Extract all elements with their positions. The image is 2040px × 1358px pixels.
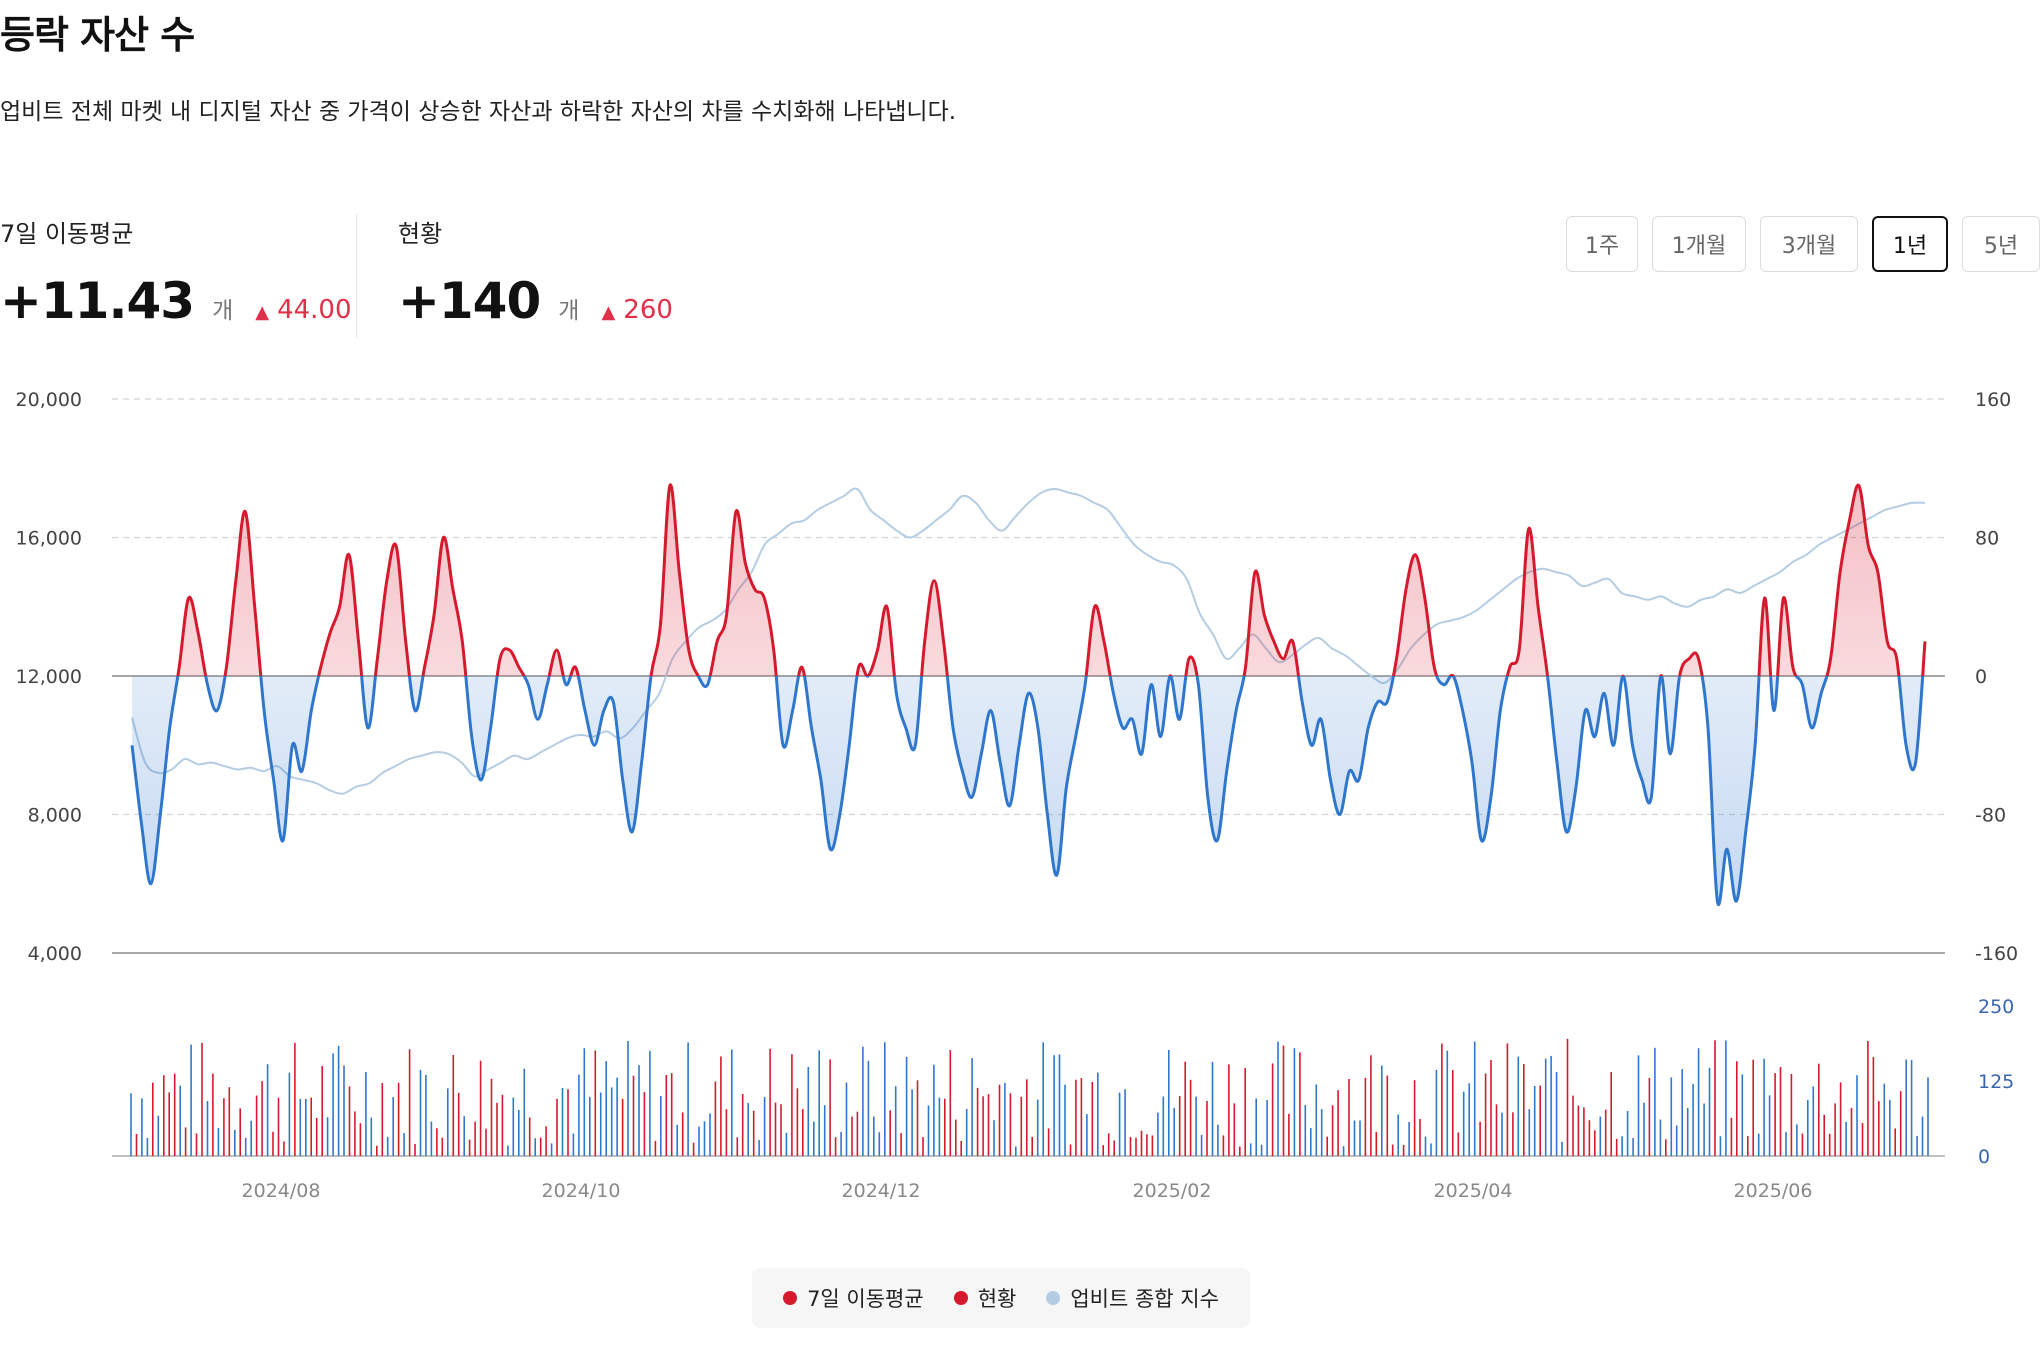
legend-dot-icon bbox=[783, 1291, 798, 1305]
legend-item-ma7[interactable]: 7일 이동평균 bbox=[783, 1283, 924, 1313]
left-axis-tick: 12,000 bbox=[16, 666, 82, 688]
range-selector: 1주 1개월 3개월 1년 5년 bbox=[1566, 216, 2040, 272]
legend-item-current[interactable]: 현황 bbox=[953, 1283, 1017, 1313]
volume-bars bbox=[112, 1038, 1945, 1157]
range-button-1w[interactable]: 1주 bbox=[1566, 216, 1638, 272]
x-axis-tick: 2024/10 bbox=[542, 1180, 621, 1202]
left-axis-tick: 20,000 bbox=[16, 389, 82, 411]
stat-ma7-value: +11.43 bbox=[0, 272, 195, 330]
stat-ma7-label: 7일 이동평균 bbox=[0, 220, 134, 248]
x-axis-tick: 2025/04 bbox=[1434, 1180, 1513, 1202]
right-axis-tick: 80 bbox=[1975, 528, 1999, 550]
stat-ma7-unit: 개 bbox=[212, 298, 234, 324]
stat-current-unit: 개 bbox=[558, 298, 580, 324]
range-button-1m[interactable]: 1개월 bbox=[1652, 216, 1746, 272]
legend-item-index[interactable]: 업비트 종합 지수 bbox=[1046, 1283, 1219, 1313]
left-axis-tick: 16,000 bbox=[16, 528, 82, 550]
stat-ma7-row: +11.43 개 ▲ 44.00 bbox=[0, 272, 352, 330]
left-axis-tick: 8,000 bbox=[28, 805, 82, 827]
stat-current: 현황 +140 개 ▲ 260 bbox=[398, 214, 673, 330]
chart-legend: 7일 이동평균 현황 업비트 종합 지수 bbox=[752, 1268, 1250, 1328]
right-axis-tick: 0 bbox=[1975, 666, 1987, 688]
stat-current-change-value: 260 bbox=[623, 295, 673, 325]
legend-label-ma7: 7일 이동평균 bbox=[807, 1287, 924, 1311]
range-button-3m[interactable]: 3개월 bbox=[1760, 216, 1858, 272]
volume-axis-tick: 250 bbox=[1978, 996, 2014, 1018]
ma7-series bbox=[130, 483, 1927, 907]
stat-ma7-change: ▲ 44.00 bbox=[255, 295, 351, 325]
axis-labels: 20,000 160 16,000 80 12,000 0 8,000 -80 4,000 -16… bbox=[16, 389, 2019, 1202]
stat-current-value: +140 bbox=[398, 272, 541, 330]
right-axis-tick: -160 bbox=[1975, 943, 2018, 965]
legend-dot-icon bbox=[1046, 1291, 1061, 1305]
range-button-1y[interactable]: 1년 bbox=[1872, 216, 1948, 272]
index-line bbox=[131, 487, 1926, 795]
page-title: 등락 자산 수 bbox=[0, 13, 195, 57]
stat-current-label: 현황 bbox=[398, 220, 443, 248]
volume-axis-tick: 0 bbox=[1978, 1146, 1990, 1168]
up-triangle-icon: ▲ bbox=[255, 302, 270, 323]
range-button-5y[interactable]: 5년 bbox=[1962, 216, 2040, 272]
x-axis-tick: 2024/12 bbox=[842, 1180, 921, 1202]
advance-decline-chart: 20,000 160 16,000 80 12,000 0 8,000 -80 4,000 -16… bbox=[16, 389, 2019, 1202]
stat-current-change: ▲ 260 bbox=[601, 295, 672, 325]
legend-label-current: 현황 bbox=[977, 1287, 1017, 1311]
x-axis-tick: 2025/02 bbox=[1133, 1180, 1212, 1202]
x-axis-tick: 2025/06 bbox=[1734, 1180, 1813, 1202]
stat-ma7-change-value: 44.00 bbox=[277, 295, 352, 325]
right-axis-tick: -80 bbox=[1975, 805, 2006, 827]
x-axis-tick: 2024/08 bbox=[242, 1180, 321, 1202]
up-triangle-icon: ▲ bbox=[601, 302, 616, 323]
ma7-area-down bbox=[132, 676, 1925, 905]
legend-dot-icon bbox=[953, 1291, 968, 1305]
right-axis-tick: 160 bbox=[1975, 389, 2011, 411]
stat-ma7: 7일 이동평균 +11.43 개 ▲ 44.00 bbox=[0, 214, 352, 330]
index-series bbox=[131, 487, 1926, 795]
volume-axis-tick: 125 bbox=[1978, 1071, 2014, 1093]
legend-label-index: 업비트 종합 지수 bbox=[1070, 1287, 1219, 1311]
stat-divider bbox=[356, 214, 357, 338]
page-description: 업비트 전체 마켓 내 디지털 자산 중 가격이 상승한 자산과 하락한 자산의… bbox=[0, 99, 957, 125]
stat-current-row: +140 개 ▲ 260 bbox=[398, 272, 673, 330]
left-axis-tick: 4,000 bbox=[28, 943, 82, 965]
ma7-line-down bbox=[130, 676, 1925, 907]
ma7-line-up bbox=[176, 483, 1927, 676]
